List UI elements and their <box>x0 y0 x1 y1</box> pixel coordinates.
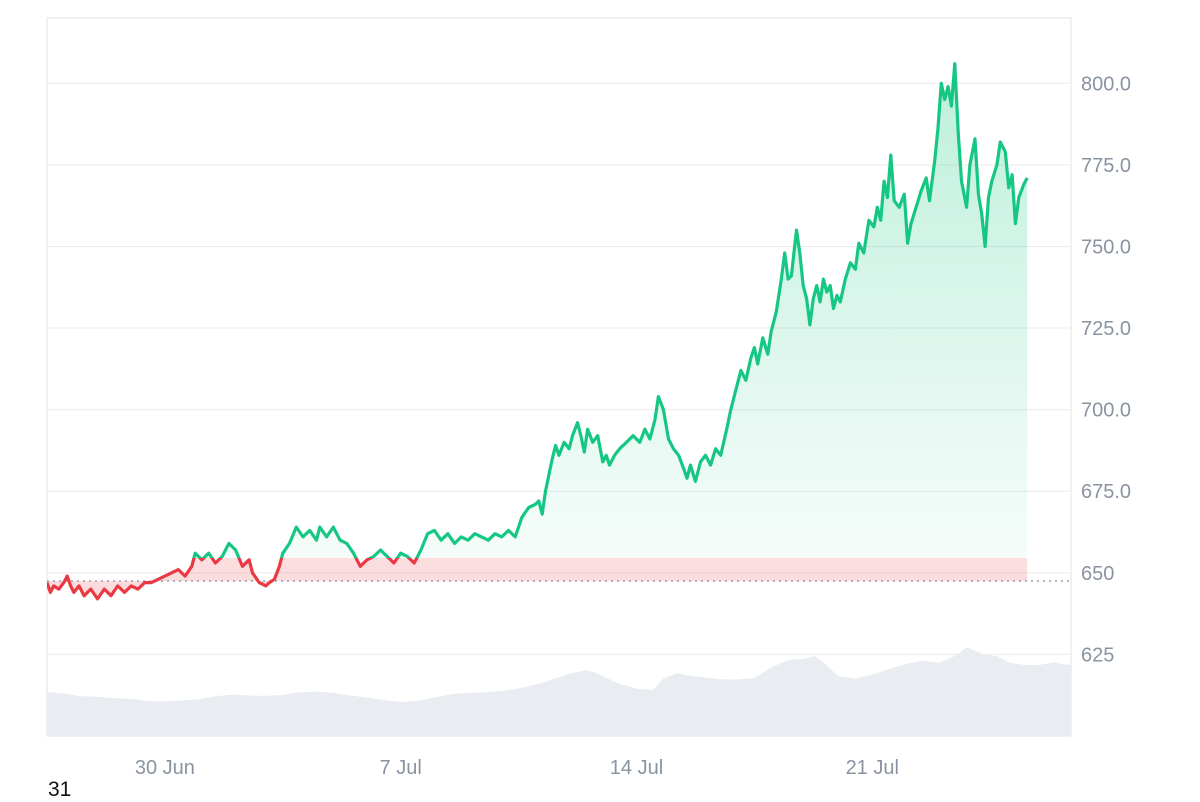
y-tick-label: 700.0 <box>1081 400 1131 422</box>
price-fill <box>47 63 1028 599</box>
x-axis-labels: 30 Jun 7 Jul 14 Jul 21 Jul <box>135 757 899 779</box>
y-tick-label: 725.0 <box>1081 318 1131 340</box>
price-fill-up <box>193 63 1028 558</box>
price-fill-down <box>47 558 1028 599</box>
price-line-down <box>47 558 419 601</box>
corner-label: 31 <box>48 778 72 801</box>
y-tick-label: 650 <box>1081 563 1114 585</box>
y-tick-label: 775.0 <box>1081 155 1131 177</box>
y-tick-label: 625 <box>1081 644 1114 666</box>
price-line-up <box>192 62 1029 558</box>
y-tick-label: 800.0 <box>1081 73 1131 95</box>
x-tick-label: 7 Jul <box>380 757 422 779</box>
x-tick-label: 21 Jul <box>846 757 899 779</box>
price-line <box>47 62 1029 601</box>
x-tick-label: 14 Jul <box>610 757 663 779</box>
y-tick-label: 675.0 <box>1081 481 1131 503</box>
y-tick-label: 750.0 <box>1081 236 1131 258</box>
volume-series <box>47 647 1071 736</box>
volume-area <box>47 647 1071 736</box>
y-axis-labels: 625 650 675.0 700.0 725.0 750.0 775.0 800.0 <box>1081 73 1131 666</box>
x-tick-label: 30 Jun <box>135 757 195 779</box>
